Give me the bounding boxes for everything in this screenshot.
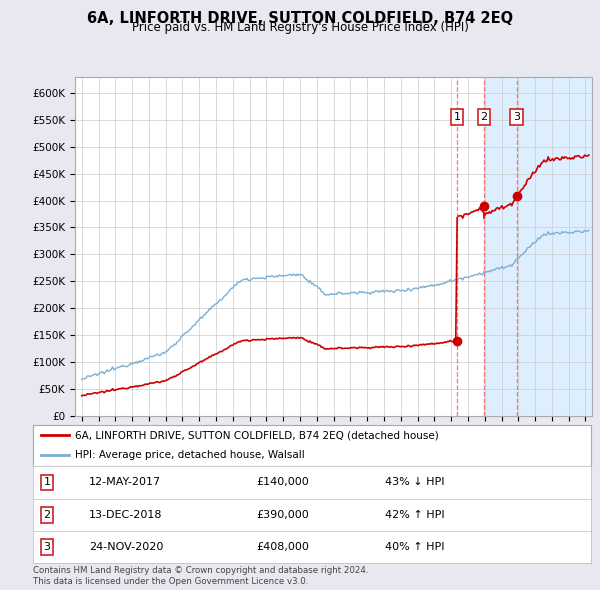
Text: 1: 1 — [43, 477, 50, 487]
Text: 13-DEC-2018: 13-DEC-2018 — [89, 510, 162, 520]
Text: 2: 2 — [43, 510, 50, 520]
Text: 12-MAY-2017: 12-MAY-2017 — [89, 477, 161, 487]
Text: 6A, LINFORTH DRIVE, SUTTON COLDFIELD, B74 2EQ (detached house): 6A, LINFORTH DRIVE, SUTTON COLDFIELD, B7… — [75, 430, 439, 440]
Text: 43% ↓ HPI: 43% ↓ HPI — [385, 477, 444, 487]
Text: 24-NOV-2020: 24-NOV-2020 — [89, 542, 163, 552]
Text: HPI: Average price, detached house, Walsall: HPI: Average price, detached house, Wals… — [75, 450, 305, 460]
Text: 3: 3 — [43, 542, 50, 552]
Text: £140,000: £140,000 — [256, 477, 309, 487]
Text: 3: 3 — [513, 112, 520, 122]
Text: 42% ↑ HPI: 42% ↑ HPI — [385, 510, 444, 520]
Text: 2: 2 — [481, 112, 488, 122]
Text: £408,000: £408,000 — [256, 542, 309, 552]
Text: Price paid vs. HM Land Registry's House Price Index (HPI): Price paid vs. HM Land Registry's House … — [131, 21, 469, 34]
Bar — [484, 77, 592, 416]
Text: £390,000: £390,000 — [256, 510, 309, 520]
Text: 1: 1 — [454, 112, 461, 122]
Text: Contains HM Land Registry data © Crown copyright and database right 2024.
This d: Contains HM Land Registry data © Crown c… — [33, 566, 368, 586]
Text: 6A, LINFORTH DRIVE, SUTTON COLDFIELD, B74 2EQ: 6A, LINFORTH DRIVE, SUTTON COLDFIELD, B7… — [87, 11, 513, 25]
Text: 40% ↑ HPI: 40% ↑ HPI — [385, 542, 444, 552]
